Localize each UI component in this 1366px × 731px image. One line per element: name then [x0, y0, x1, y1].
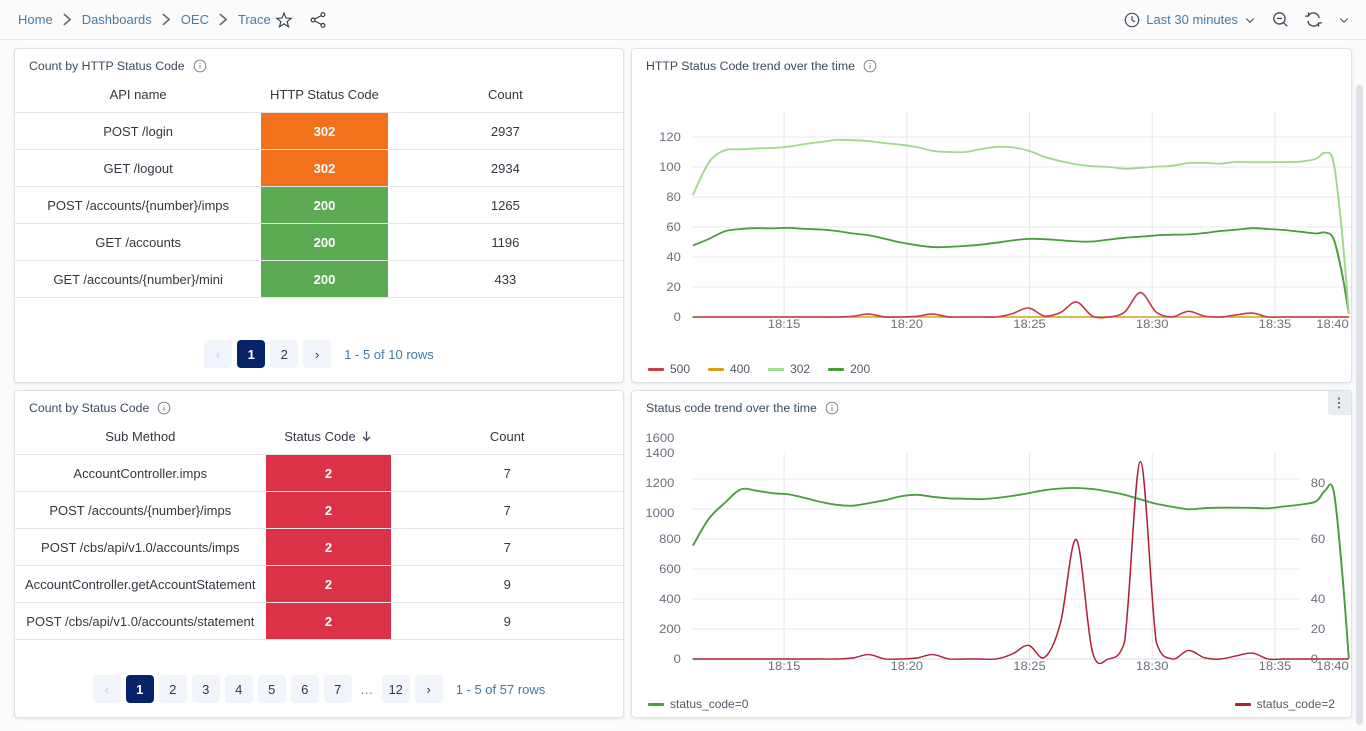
svg-text:18:40: 18:40: [1316, 317, 1349, 330]
svg-text:1200: 1200: [645, 476, 674, 489]
svg-text:1400: 1400: [645, 446, 674, 459]
svg-text:18:20: 18:20: [890, 659, 923, 672]
svg-text:18:25: 18:25: [1013, 659, 1046, 672]
svg-text:1000: 1000: [645, 506, 674, 519]
svg-text:18:15: 18:15: [768, 659, 801, 672]
svg-text:18:40: 18:40: [1316, 659, 1349, 672]
svg-text:80: 80: [1311, 476, 1326, 489]
svg-text:20: 20: [666, 280, 681, 293]
svg-text:40: 40: [1311, 592, 1326, 605]
svg-text:18:35: 18:35: [1259, 659, 1292, 672]
svg-text:18:35: 18:35: [1259, 317, 1292, 330]
svg-text:20: 20: [1311, 622, 1326, 635]
svg-text:0: 0: [674, 652, 681, 665]
svg-text:18:30: 18:30: [1136, 659, 1169, 672]
svg-text:40: 40: [666, 250, 681, 263]
svg-text:1600: 1600: [645, 431, 674, 444]
svg-text:60: 60: [666, 220, 681, 233]
svg-text:800: 800: [659, 532, 681, 545]
svg-text:60: 60: [1311, 532, 1326, 545]
svg-text:0: 0: [674, 310, 681, 323]
svg-text:200: 200: [659, 622, 681, 635]
svg-text:120: 120: [659, 130, 681, 143]
svg-text:600: 600: [659, 562, 681, 575]
svg-text:400: 400: [659, 592, 681, 605]
svg-text:18:30: 18:30: [1136, 317, 1169, 330]
svg-text:100: 100: [659, 160, 681, 173]
svg-text:18:25: 18:25: [1013, 317, 1046, 330]
svg-text:18:15: 18:15: [768, 317, 801, 330]
svg-text:18:20: 18:20: [890, 317, 923, 330]
svg-text:80: 80: [666, 190, 681, 203]
